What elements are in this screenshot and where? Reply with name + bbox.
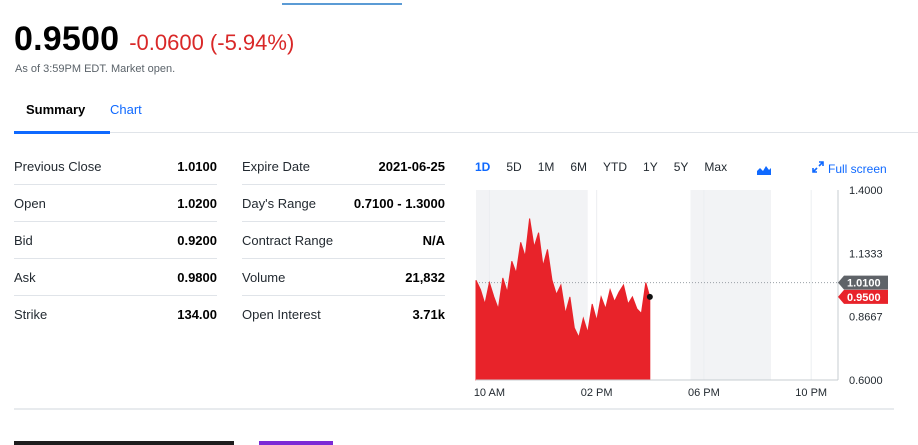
bottom-card-stub	[14, 441, 234, 445]
stat-value: 3.71k	[412, 306, 445, 322]
stat-value: 134.00	[177, 306, 217, 322]
quote-header: 0.9500 -0.0600 (-5.94%)	[14, 20, 294, 59]
mountain-chart-icon[interactable]	[757, 162, 771, 180]
stat-value: 0.7100 - 1.3000	[343, 184, 445, 222]
stats-table-right: Expire Date 2021-06-25 Day's Range 0.7100 …	[242, 148, 445, 332]
stat-label: Expire Date	[242, 148, 344, 185]
stat-value: N/A	[343, 221, 445, 259]
fullscreen-label: Full screen	[828, 162, 887, 176]
current-price-label: 0.9500	[847, 292, 881, 304]
current-price-badge	[838, 289, 888, 304]
x-tick-label: 02 PM	[581, 387, 613, 399]
table-row: Expire Date 2021-06-25	[242, 148, 445, 185]
stat-label: Ask	[14, 258, 154, 296]
range-6m[interactable]: 6M	[570, 160, 588, 174]
expand-arrows-icon	[812, 160, 824, 178]
stat-value: 1.0100	[153, 148, 217, 185]
x-tick-label: 06 PM	[688, 387, 720, 399]
stat-value: 21,832	[343, 258, 445, 296]
after-hours-band	[690, 190, 771, 380]
price-chart[interactable]: 1.4000 1.1333 0.8667 0.6000 10 AM 02 PM 06 PM 1…	[470, 178, 900, 400]
top-link-underline	[282, 3, 402, 5]
top-strip	[0, 0, 918, 8]
tab-chart[interactable]: Chart	[110, 102, 142, 117]
table-row: Open 1.0200	[14, 184, 217, 222]
table-row: Day's Range 0.7100 - 1.3000	[242, 184, 445, 222]
stat-label: Volume	[242, 258, 344, 296]
stat-label: Strike	[14, 306, 48, 322]
table-row: Ask 0.9800	[14, 258, 217, 296]
stat-value: 0.9200	[153, 221, 217, 259]
range-5y[interactable]: 5Y	[673, 160, 689, 174]
last-price-point	[646, 293, 653, 300]
range-1d[interactable]: 1D	[475, 160, 491, 174]
market-status: As of 3:59PM EDT. Market open.	[15, 63, 176, 75]
range-1m[interactable]: 1M	[537, 160, 555, 174]
stat-label: Day's Range	[242, 184, 344, 222]
price-change: -0.0600 (-5.94%)	[129, 30, 295, 55]
range-max[interactable]: Max	[704, 160, 728, 174]
x-tick-label: 10 PM	[795, 387, 827, 399]
stat-value: 1.0200	[153, 184, 217, 222]
range-ytd[interactable]: YTD	[603, 160, 628, 174]
tab-summary[interactable]: Summary	[26, 102, 86, 117]
table-row: Previous Close 1.0100	[14, 148, 217, 185]
stat-label: Open	[14, 184, 154, 222]
active-tab-indicator	[14, 131, 110, 134]
y-tick-label: 0.8667	[849, 312, 883, 324]
table-row: Strike 134.00	[14, 296, 217, 333]
stat-label: Open Interest	[242, 306, 321, 322]
range-selector: 1D 5D 1M 6M YTD 1Y 5Y Max	[475, 160, 743, 174]
stat-label: Bid	[14, 221, 154, 259]
price-area	[475, 218, 651, 381]
x-tick-label: 10 AM	[474, 387, 505, 399]
y-tick-label: 1.4000	[849, 185, 883, 197]
previous-close-label: 1.0100	[847, 278, 881, 290]
stat-value: 0.9800	[153, 258, 217, 296]
stat-value: 2021-06-25	[343, 148, 445, 185]
table-row: Contract Range N/A	[242, 221, 445, 259]
y-tick-label: 1.1333	[849, 248, 883, 260]
range-1y[interactable]: 1Y	[643, 160, 658, 174]
range-5d[interactable]: 5D	[506, 160, 522, 174]
section-divider	[14, 408, 894, 410]
previous-close-badge	[838, 275, 888, 290]
table-row: Bid 0.9200	[14, 221, 217, 259]
tab-bar: Summary Chart	[14, 102, 918, 134]
stat-label: Previous Close	[14, 148, 154, 185]
table-row: Open Interest 3.71k	[242, 296, 445, 333]
table-row: Volume 21,832	[242, 258, 445, 296]
stat-label: Contract Range	[242, 221, 344, 259]
bottom-button-stub	[259, 441, 333, 445]
y-tick-label: 0.6000	[849, 375, 883, 387]
fullscreen-button[interactable]: Full screen	[812, 160, 887, 178]
current-price: 0.9500	[14, 20, 120, 58]
stats-table-left: Previous Close 1.0100 Open 1.0200 Bid 0.920…	[14, 148, 217, 332]
